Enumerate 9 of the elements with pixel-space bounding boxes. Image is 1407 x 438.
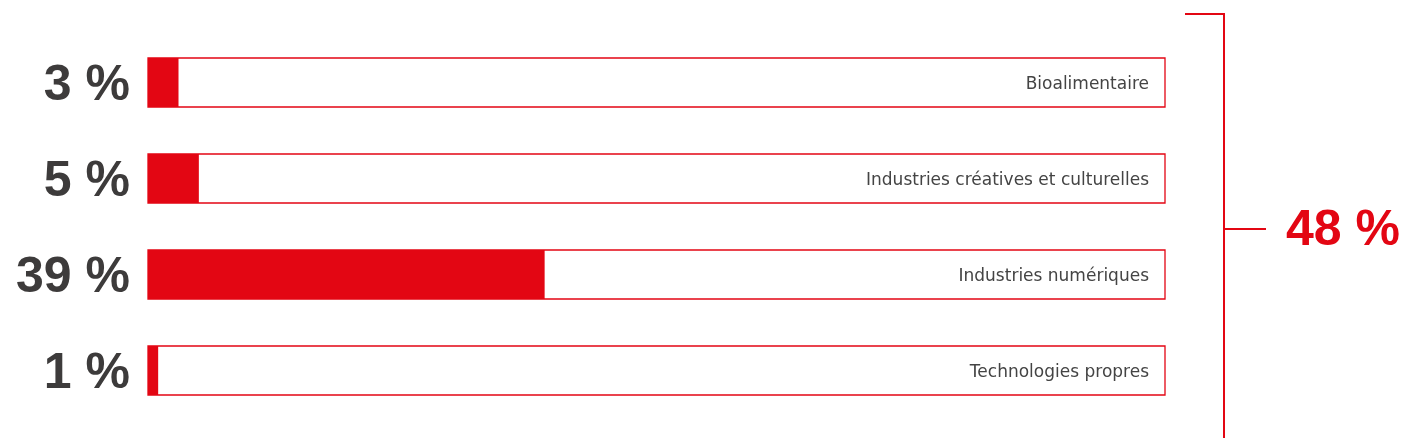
y-tick-label: Bioalimentaire: [1025, 72, 1149, 93]
data-label: 39 %: [16, 246, 130, 303]
data-label: 5 %: [43, 150, 130, 207]
y-tick-label: Industries numériques: [958, 264, 1150, 285]
data-label: 1 %: [43, 342, 130, 399]
data-label: 3 %: [43, 54, 130, 111]
text: 48 %: [1286, 200, 1400, 256]
y-tick-label: Industries créatives et culturelles: [866, 168, 1150, 189]
y-tick-label: Technologies propres: [968, 360, 1150, 381]
